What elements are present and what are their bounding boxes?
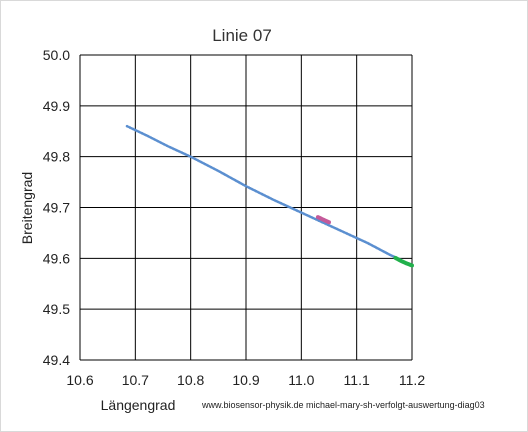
y-tick-label: 49.9 (43, 98, 70, 114)
series-0 (125, 124, 403, 262)
x-axis-label: Längengrad (101, 397, 176, 413)
series-layer (125, 124, 414, 268)
data-point (327, 220, 331, 225)
chart-title: Linie 07 (212, 26, 272, 45)
data-point (410, 263, 414, 268)
x-tick-label: 10.6 (66, 372, 93, 388)
x-tick-label: 10.8 (177, 372, 204, 388)
x-tick-label: 10.7 (122, 372, 149, 388)
y-tick-label: 49.5 (43, 301, 70, 317)
grid (79, 54, 413, 361)
y-tick-label: 49.8 (43, 149, 70, 165)
y-axis-label: Breitengrad (19, 172, 35, 244)
x-tick-label: 11.1 (344, 372, 370, 388)
series-2 (393, 255, 414, 268)
y-tick-label: 49.6 (43, 250, 70, 266)
y-tick-label: 49.4 (43, 352, 70, 368)
source-credit: www.biosensor-physik.de michael-mary-sh-… (201, 400, 485, 410)
y-tick-label: 50.0 (43, 47, 70, 63)
y-tick-label: 49.7 (43, 200, 70, 216)
x-tick-label: 11.0 (288, 372, 314, 388)
tick-labels: 10.6 10.7 10.8 10.9 11.0 11.1 11.2 49.4 49.5 49.6… (43, 47, 426, 388)
x-tick-label: 10.9 (232, 372, 259, 388)
x-tick-label: 11.2 (399, 372, 425, 388)
series-1 (315, 215, 331, 225)
